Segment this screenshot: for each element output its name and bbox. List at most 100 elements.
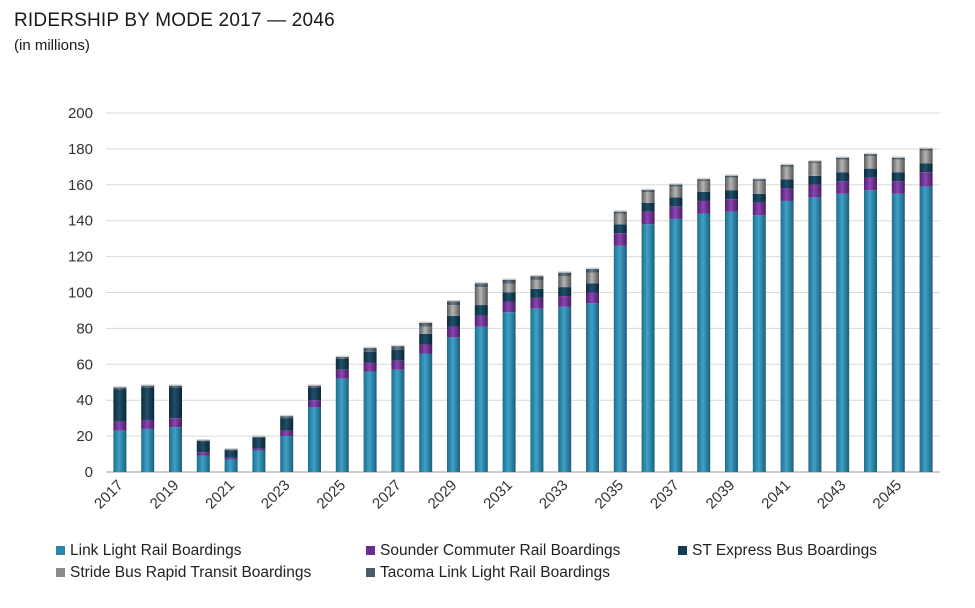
bar-segment-2032-s4: [530, 276, 544, 280]
y-tick-label: 140: [68, 213, 93, 230]
bar-segment-2045-s2: [891, 172, 905, 182]
legend-item-st-express-bus: ST Express Bus Boardings: [678, 542, 877, 560]
bar-segment-2044-s1: [864, 177, 877, 191]
bar-segment-2036-s0: [641, 224, 655, 472]
bar-segment-2042-s3: [808, 163, 822, 176]
bar-segment-2043-s4: [836, 157, 850, 160]
bar-segment-2020-s0: [196, 455, 210, 472]
bar-segment-2034-s4: [586, 269, 599, 273]
bar-segment-2018-s2: [141, 387, 155, 420]
bar-segment-2021-s4: [224, 449, 238, 451]
bar-segment-2019-s0: [169, 427, 182, 472]
bar-segment-2026-s1: [363, 362, 377, 372]
y-tick-label: 100: [68, 285, 93, 302]
bar-segment-2030-s1: [474, 315, 488, 327]
bar-segment-2044-s4: [864, 154, 877, 157]
bar-cap-2025: [335, 355, 349, 358]
bar-segment-2046-s0: [919, 186, 933, 472]
bar-segment-2018-s1: [141, 419, 155, 429]
bar-segment-2021-s0: [224, 459, 238, 472]
bar-segment-2031-s3: [502, 283, 516, 293]
legend-swatch: [366, 568, 375, 577]
bar-segment-2030-s0: [474, 326, 488, 472]
bar-segment-2039-s1: [725, 199, 738, 212]
legend-label: ST Express Bus Boardings: [692, 542, 877, 559]
bar-segment-2029-s4: [447, 301, 460, 306]
bar-cap-2040: [752, 177, 766, 180]
bar-segment-2033-s0: [558, 306, 572, 472]
bar-cap-2044: [864, 152, 877, 155]
bar-segment-2027-s0: [391, 369, 405, 472]
x-tick-label: 2029: [425, 477, 461, 513]
bar-segment-2017-s1: [113, 421, 127, 431]
bar-segment-2041-s3: [780, 166, 794, 180]
legend-item-tacoma-link: Tacoma Link Light Rail Boardings: [366, 564, 610, 582]
bar-segment-2030-s3: [474, 287, 488, 306]
bar-segment-2025-s2: [335, 358, 349, 370]
bar-segment-2045-s0: [891, 193, 905, 472]
bar-segment-2019-s1: [169, 418, 182, 428]
bar-cap-2020: [196, 439, 210, 442]
bar-cap-2030: [474, 282, 488, 285]
bar-cap-2019: [169, 384, 182, 387]
bar-segment-2040-s1: [752, 202, 766, 216]
bar-segment-2027-s2: [391, 349, 405, 361]
bar-segment-2044-s3: [864, 156, 877, 169]
bar-segment-2034-s3: [586, 272, 599, 284]
bar-cap-2046: [919, 147, 933, 150]
bar-segment-2028-s3: [419, 326, 433, 334]
bar-cap-2042: [808, 159, 822, 162]
bar-cap-2039: [725, 174, 738, 177]
bar-segment-2044-s2: [864, 168, 877, 178]
bar-segment-2032-s1: [530, 297, 544, 309]
bar-segment-2026-s2: [363, 351, 377, 363]
bar-segment-2029-s3: [447, 305, 460, 316]
bar-segment-2031-s4: [502, 279, 516, 284]
y-tick-label: 200: [68, 105, 93, 122]
bar-segment-2029-s0: [447, 337, 460, 472]
bar-segment-2030-s4: [474, 283, 488, 288]
bar-segment-2018-s0: [141, 428, 155, 472]
bar-cap-2041: [780, 163, 794, 166]
bar-segment-2038-s3: [697, 181, 711, 192]
bar-segment-2041-s4: [780, 165, 794, 167]
bar-segment-2031-s1: [502, 301, 516, 313]
bar-segment-2020-s1: [196, 452, 210, 456]
bar-segment-2032-s0: [530, 308, 544, 472]
bar-segment-2041-s2: [780, 179, 794, 189]
grid-lines: [106, 112, 940, 473]
y-tick-label: 0: [85, 464, 93, 481]
bar-segment-2019-s4: [169, 385, 182, 388]
bar-segment-2038-s4: [697, 179, 711, 182]
bar-segment-2041-s0: [780, 200, 794, 472]
bar-segment-2040-s2: [752, 193, 766, 203]
bar-segment-2044-s0: [864, 190, 877, 472]
bar-segment-2022-s2: [252, 437, 266, 449]
bar-cap-2034: [586, 267, 599, 270]
legend-swatch: [56, 568, 65, 577]
bar-segment-2038-s1: [697, 200, 711, 214]
bar-segment-2046-s4: [919, 148, 933, 151]
x-tick-label: 2023: [258, 477, 294, 513]
bar-segment-2034-s1: [586, 292, 599, 304]
x-tick-label: 2027: [369, 477, 405, 513]
y-tick-label: 180: [68, 141, 93, 158]
bar-segment-2042-s1: [808, 184, 822, 198]
bar-segment-2039-s3: [725, 177, 738, 191]
bar-segment-2026-s0: [363, 371, 377, 472]
bar-segment-2024-s4: [308, 385, 321, 388]
bar-segment-2035-s1: [613, 233, 627, 246]
bar-segment-2035-s3: [613, 213, 627, 225]
bar-segment-2033-s4: [558, 272, 572, 277]
x-tick-label: 2019: [147, 477, 183, 513]
bar-segment-2029-s2: [447, 315, 460, 327]
bar-cap-2021: [224, 448, 238, 451]
bar-segment-2024-s1: [308, 400, 321, 408]
bar-cap-2028: [419, 321, 433, 324]
bar-segment-2034-s0: [586, 303, 599, 472]
bar-segment-2033-s2: [558, 287, 572, 297]
bar-segment-2023-s1: [280, 430, 294, 437]
y-tick-label: 160: [68, 177, 93, 194]
bar-segment-2037-s2: [669, 197, 683, 207]
